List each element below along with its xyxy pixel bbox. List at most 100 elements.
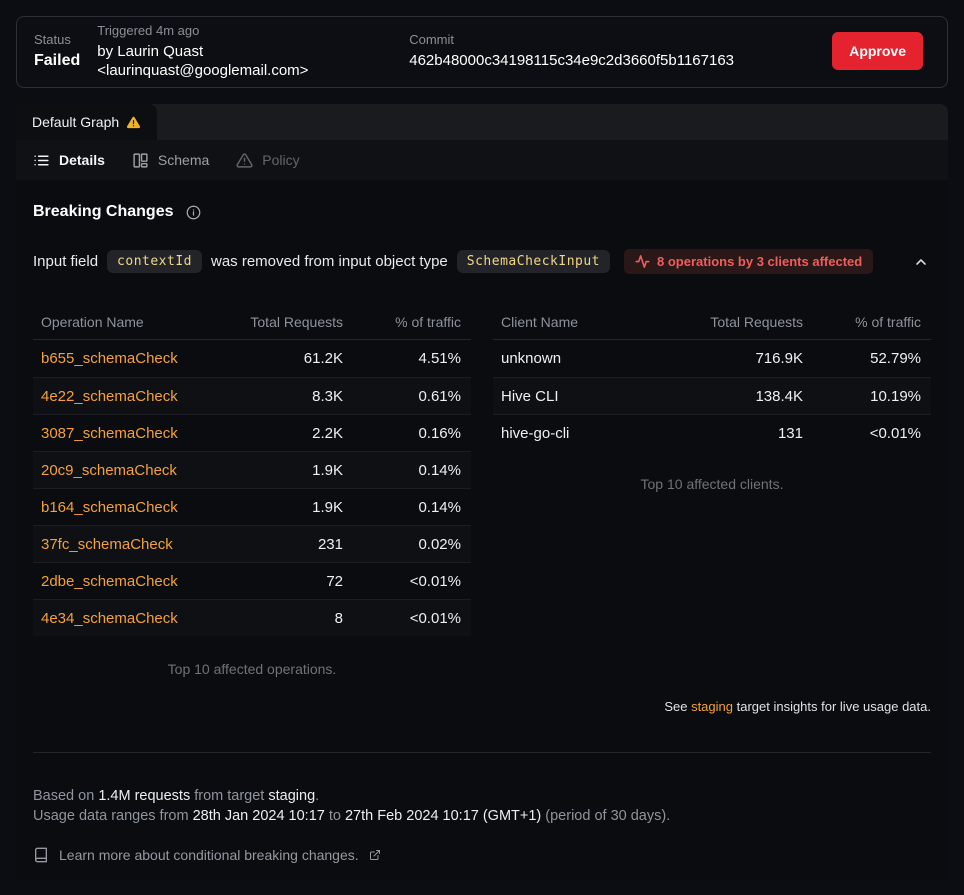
info-icon[interactable] <box>186 205 201 220</box>
traffic-value: 4.51% <box>418 350 461 367</box>
approve-button[interactable]: Approve <box>832 32 923 70</box>
insights-note: See staging target insights for live usa… <box>33 699 931 714</box>
col-operation-name: Operation Name <box>41 313 144 330</box>
details-content: Breaking Changes Input field contextId w… <box>16 180 948 879</box>
requests-value: 72 <box>326 572 343 590</box>
traffic-value: <0.01% <box>409 609 461 627</box>
book-icon <box>33 847 49 863</box>
breaking-changes-header: Breaking Changes <box>33 203 931 221</box>
commit-block: Commit 462b48000c34198115c34e9c2d3660f5b… <box>409 32 734 70</box>
change-middle: was removed from input object type <box>211 253 448 270</box>
operation-link[interactable]: 37fc_schemaCheck <box>41 535 173 553</box>
tab-default-graph[interactable]: Default Graph <box>16 104 158 140</box>
clients-table-header: Client Name Total Requests % of traffic <box>493 304 931 340</box>
range-end: 27th Feb 2024 10:17 (GMT+1) <box>344 808 542 824</box>
note-prefix: See <box>664 699 692 714</box>
learn-more-link[interactable]: Learn more about conditional breaking ch… <box>33 847 931 863</box>
period-dot: . <box>315 788 320 804</box>
col-pct-traffic: % of traffic <box>855 313 921 330</box>
tab-schema-label: Schema <box>157 152 210 168</box>
change-prefix: Input field <box>33 253 99 270</box>
requests-value: 716.9K <box>755 350 803 367</box>
col-client-name: Client Name <box>501 313 579 330</box>
traffic-value: 0.02% <box>418 535 461 553</box>
usage-summary: Based on 1.4M requests from target stagi… <box>33 786 931 826</box>
operation-link[interactable]: b655_schemaCheck <box>41 350 178 367</box>
tab-policy[interactable]: Policy <box>236 152 300 169</box>
requests-value: 131 <box>777 424 803 442</box>
traffic-value: <0.01% <box>869 424 921 442</box>
client-name: Hive CLI <box>501 387 559 405</box>
breaking-change-row: Input field contextId was removed from i… <box>33 249 931 274</box>
target-name: staging <box>268 788 316 804</box>
table-row: b164_schemaCheck 1.9K 0.14% <box>33 488 471 525</box>
operation-link[interactable]: b164_schemaCheck <box>41 498 178 516</box>
table-row: unknown 716.9K 52.79% <box>493 340 931 377</box>
based-on-line: Based on 1.4M requests from target stagi… <box>33 786 931 806</box>
breaking-changes-title: Breaking Changes <box>33 203 174 220</box>
requests-value: 2.2K <box>312 424 343 442</box>
status-block: Status Failed <box>34 32 80 70</box>
table-row: 2dbe_schemaCheck 72 <0.01% <box>33 562 471 599</box>
tab-details[interactable]: Details <box>33 152 105 169</box>
operation-link[interactable]: 4e34_schemaCheck <box>41 609 178 627</box>
col-total-requests: Total Requests <box>710 313 803 330</box>
check-panel: Default Graph Details <box>16 104 948 879</box>
usage-tables: Operation Name Total Requests % of traff… <box>33 304 931 677</box>
tab-details-label: Details <box>59 152 105 168</box>
operation-link[interactable]: 3087_schemaCheck <box>41 424 178 442</box>
check-summary-card: Status Failed Triggered 4m ago by Laurin… <box>16 16 948 88</box>
section-divider <box>33 752 931 753</box>
commit-hash: 462b48000c34198115c34e9c2d3660f5b1167163 <box>409 52 734 69</box>
table-row: 4e34_schemaCheck 8 <0.01% <box>33 599 471 636</box>
triggered-author: by Laurin Quast <laurinquast@googlemail.… <box>97 42 309 79</box>
operation-link[interactable]: 4e22_schemaCheck <box>41 387 178 405</box>
field-code-badge: contextId <box>107 250 202 273</box>
traffic-value: <0.01% <box>409 572 461 590</box>
clients-table: Client Name Total Requests % of traffic … <box>493 304 931 492</box>
triggered-label: Triggered 4m ago <box>97 22 200 38</box>
table-row: 37fc_schemaCheck 231 0.02% <box>33 525 471 562</box>
client-name: hive-go-cli <box>501 424 570 442</box>
client-name: unknown <box>501 350 562 367</box>
range-to: to <box>324 808 345 824</box>
table-row: 3087_schemaCheck 2.2K 0.16% <box>33 414 471 451</box>
operations-table-header: Operation Name Total Requests % of traff… <box>33 304 471 340</box>
tab-schema[interactable]: Schema <box>132 152 209 169</box>
list-icon <box>33 152 50 169</box>
table-row: b655_schemaCheck 61.2K 4.51% <box>33 340 471 377</box>
table-row: 4e22_schemaCheck 8.3K 0.61% <box>33 377 471 414</box>
traffic-value: 0.14% <box>418 498 461 516</box>
operation-link[interactable]: 20c9_schemaCheck <box>41 461 177 479</box>
range-period: (period of 30 days). <box>541 808 671 824</box>
triggered-block: Triggered 4m ago by Laurin Quast <laurin… <box>97 23 409 80</box>
requests-value: 1.9K <box>312 461 343 479</box>
requests-value: 231 <box>317 535 343 553</box>
check-toolbar: Details Schema <box>16 140 948 180</box>
traffic-value: 0.61% <box>418 387 461 405</box>
traffic-value: 52.79% <box>870 350 921 367</box>
requests-value: 8 <box>334 609 343 627</box>
operation-link[interactable]: 2dbe_schemaCheck <box>41 572 178 590</box>
operations-caption: Top 10 affected operations. <box>167 661 337 677</box>
traffic-value: 0.14% <box>418 461 461 479</box>
requests-count: 1.4M requests <box>98 788 191 804</box>
status-label: Status <box>34 32 71 47</box>
commit-label: Commit <box>409 32 455 47</box>
graph-tab-label: Default Graph <box>32 114 120 130</box>
learn-more-label: Learn more about conditional breaking ch… <box>59 847 359 863</box>
impact-badge: 8 operations by 3 clients affected <box>624 249 874 274</box>
table-row: 20c9_schemaCheck 1.9K 0.14% <box>33 451 471 488</box>
clients-caption: Top 10 affected clients. <box>640 476 784 492</box>
date-range-line: Usage data ranges from 28th Jan 2024 10:… <box>33 806 931 826</box>
policy-warning-icon <box>236 152 253 169</box>
requests-value: 138.4K <box>755 387 803 405</box>
range-start: 28th Jan 2024 10:17 <box>192 808 325 824</box>
tab-policy-label: Policy <box>262 152 300 168</box>
table-row: hive-go-cli 131 <0.01% <box>493 414 931 451</box>
based-text: Based on <box>33 788 99 804</box>
staging-link[interactable]: staging <box>691 699 733 714</box>
chevron-up-icon[interactable] <box>911 252 931 272</box>
requests-value: 1.9K <box>312 498 343 516</box>
